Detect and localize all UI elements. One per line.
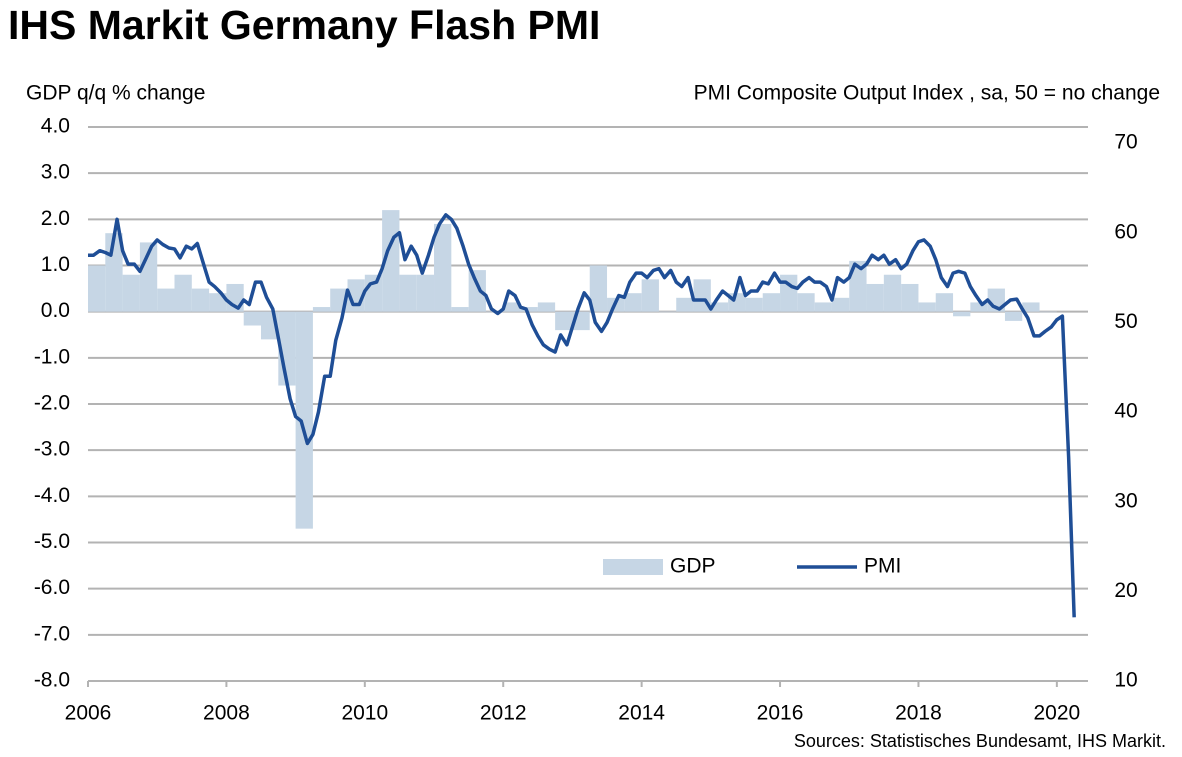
y2-tick-label: 60 xyxy=(1114,220,1137,243)
y2-tick-label: 50 xyxy=(1114,310,1137,333)
y2-tick-label: 10 xyxy=(1114,669,1137,692)
gdp-bar xyxy=(953,311,971,317)
x-tick-label: 2014 xyxy=(618,702,665,725)
gdp-bar xyxy=(710,302,729,312)
y2-tick-label: 70 xyxy=(1114,131,1137,154)
y-tick-label: -8.0 xyxy=(34,669,70,692)
gdp-bar xyxy=(970,302,988,312)
gdp-bar xyxy=(295,311,313,529)
y-tick-label: 1.0 xyxy=(41,253,70,276)
gdp-bar xyxy=(658,311,677,313)
gdp-bar xyxy=(555,311,573,331)
y2-axis-label: PMI Composite Output Index , sa, 50 = no… xyxy=(694,82,1160,105)
gdp-bar xyxy=(209,293,227,312)
gdp-bar xyxy=(866,283,884,312)
x-tick-label: 2008 xyxy=(203,702,250,725)
gdp-bar xyxy=(797,293,815,312)
y2-tick-label: 40 xyxy=(1114,400,1137,423)
gdp-bar xyxy=(88,265,106,312)
y-tick-label: -2.0 xyxy=(34,392,70,415)
gdp-bar xyxy=(174,274,192,312)
x-tick-label: 2018 xyxy=(895,702,942,725)
gdp-bar xyxy=(849,260,867,312)
lines xyxy=(88,213,1076,618)
bars xyxy=(88,210,1057,529)
x-tick-label: 2010 xyxy=(341,702,388,725)
gdp-bar xyxy=(624,293,642,312)
y-tick-label: -4.0 xyxy=(34,484,70,507)
y-tick-label: 4.0 xyxy=(41,115,70,138)
gdp-bar xyxy=(503,302,521,312)
gdp-bar xyxy=(1004,311,1023,321)
gdp-bar xyxy=(745,297,763,312)
x-tick-label: 2016 xyxy=(757,702,804,725)
gdp-bar xyxy=(918,302,936,312)
gdp-bar xyxy=(1039,311,1057,313)
gdp-bar xyxy=(589,265,608,312)
gdp-bar xyxy=(364,274,383,312)
gdp-bar xyxy=(537,302,556,312)
gdp-bar xyxy=(901,283,919,312)
legend-swatch xyxy=(603,559,663,575)
gdp-bar xyxy=(468,270,486,312)
gdp-bar xyxy=(312,307,331,312)
y-tick-label: -1.0 xyxy=(34,345,70,368)
source-note: Sources: Statistisches Bundesamt, IHS Ma… xyxy=(794,731,1166,751)
gdp-bar xyxy=(520,307,538,312)
y-tick-label: 3.0 xyxy=(41,161,70,184)
gdp-bar xyxy=(416,274,435,312)
gdp-bar xyxy=(676,297,694,312)
gdp-bar xyxy=(935,293,954,312)
gdp-bar xyxy=(831,297,850,312)
pmi-line xyxy=(88,213,1076,618)
y-tick-label: 0.0 xyxy=(41,299,70,322)
grid xyxy=(87,126,1088,687)
y2-tick-label: 30 xyxy=(1114,489,1137,512)
gdp-bar xyxy=(243,311,262,326)
gdp-bar xyxy=(762,293,781,312)
gdp-bar xyxy=(641,279,659,312)
gdp-bar xyxy=(122,274,140,312)
y-tick-label: -7.0 xyxy=(34,622,70,645)
gdp-bar xyxy=(399,274,417,312)
y-tick-label: -3.0 xyxy=(34,438,70,461)
y2-tick-label: 20 xyxy=(1114,579,1137,602)
x-tick-label: 2006 xyxy=(65,702,112,725)
gdp-bar xyxy=(814,302,832,312)
gdp-bar xyxy=(883,274,902,312)
y-tick-label: 2.0 xyxy=(41,207,70,230)
x-tick-label: 2020 xyxy=(1033,702,1080,725)
gdp-bar xyxy=(780,274,798,312)
legend-label: GDP xyxy=(670,555,716,578)
gdp-bar xyxy=(451,307,469,312)
gdp-bar xyxy=(434,223,452,312)
chart-title: IHS Markit Germany Flash PMI xyxy=(8,2,600,48)
gdp-bar xyxy=(1022,302,1040,312)
y-tick-label: -6.0 xyxy=(34,576,70,599)
legend-label: PMI xyxy=(864,555,901,578)
gdp-bar xyxy=(157,288,175,312)
x-tick-label: 2012 xyxy=(480,702,527,725)
y-axis-label: GDP q/q % change xyxy=(26,82,205,105)
gdp-bar xyxy=(191,288,210,312)
y-tick-label: -5.0 xyxy=(34,530,70,553)
